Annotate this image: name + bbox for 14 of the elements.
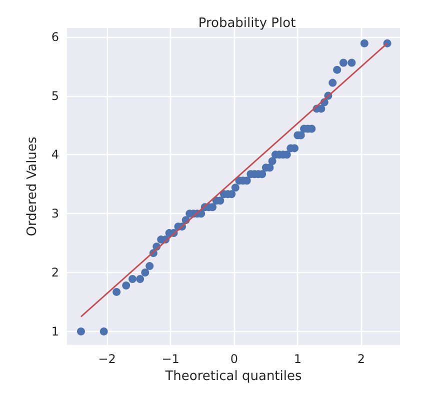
y-tick-label: 3 <box>51 206 59 221</box>
x-tick-label: 1 <box>294 352 302 366</box>
x-tick-label: 0 <box>230 352 238 366</box>
y-tick-label: 5 <box>51 88 59 103</box>
y-tick-label: 2 <box>51 266 59 280</box>
y-tick-label: 6 <box>51 30 59 44</box>
y-axis-title: Ordered Values <box>25 136 40 236</box>
x-tick-label: −2 <box>98 352 116 366</box>
x-tick-label: −1 <box>162 352 180 366</box>
chart-title: Probability Plot <box>198 16 296 31</box>
y-tick-label: 4 <box>51 148 59 162</box>
y-tick-label: 1 <box>51 324 59 338</box>
x-axis-title: Theoretical quantiles <box>164 368 302 384</box>
x-tick-label: 2 <box>357 352 366 366</box>
